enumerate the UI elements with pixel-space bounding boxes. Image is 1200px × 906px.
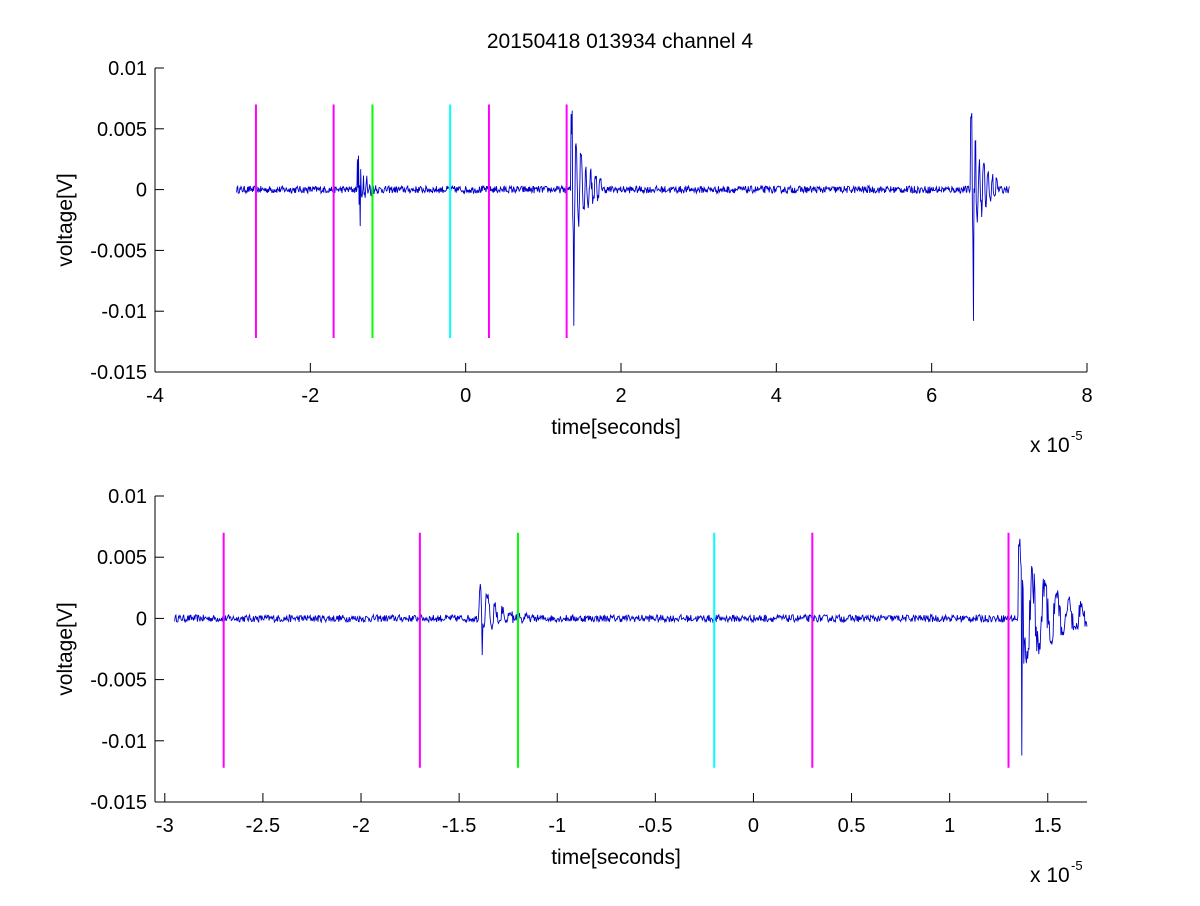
x-tick-label: -1.5 [442, 815, 476, 837]
x-tick-label: -1 [548, 815, 566, 837]
x-tick-label: -2 [352, 815, 370, 837]
x-multiplier-label: x 10 [1030, 864, 1070, 887]
x-tick-label: 8 [1081, 385, 1092, 407]
x-tick-label: -2.5 [246, 815, 280, 837]
series-line [174, 538, 1088, 756]
y-axis-label: voltage[V] [54, 173, 77, 266]
y-tick-label: -0.01 [101, 301, 147, 323]
figure-title: 20150418 013934 channel 4 [487, 30, 754, 53]
x-tick-label: 2 [615, 385, 626, 407]
y-tick-label: 0.005 [97, 119, 147, 141]
x-multiplier-exponent: -5 [1071, 858, 1083, 873]
x-tick-label: 0.5 [838, 815, 866, 837]
y-tick-label: -0.005 [90, 240, 147, 262]
x-tick-label: -2 [301, 385, 319, 407]
x-tick-label: 1 [944, 815, 955, 837]
y-tick-label: 0 [136, 180, 147, 202]
x-tick-label: 4 [771, 385, 782, 407]
y-tick-label: -0.015 [90, 792, 147, 814]
x-tick-label: -4 [146, 385, 164, 407]
y-axis-label: voltage[V] [54, 602, 77, 695]
x-multiplier-exponent: -5 [1071, 428, 1083, 443]
y-tick-label: -0.015 [90, 362, 147, 384]
x-tick-label: 0 [748, 815, 759, 837]
y-tick-label: 0.01 [108, 486, 147, 508]
x-multiplier-label: x 10 [1030, 434, 1070, 457]
x-tick-label: -0.5 [638, 815, 672, 837]
x-tick-label: 6 [926, 385, 937, 407]
x-axis-label: time[seconds] [551, 416, 681, 439]
y-tick-label: 0.005 [97, 547, 147, 569]
x-tick-label: 0 [460, 385, 471, 407]
y-tick-label: 0 [136, 608, 147, 630]
x-tick-label: 1.5 [1034, 815, 1062, 837]
x-axis-label: time[seconds] [551, 846, 681, 869]
top-axes: 0.01 0.005 0 -0.005 -0.01 -0.015-4 -2 0 2 4 6 8 time… [54, 58, 1093, 457]
y-tick-label: -0.01 [101, 731, 147, 753]
bottom-axes: 0.01 0.005 0 -0.005 -0.01 -0.015 -3 -2.5 -2 -1.5 -… [54, 486, 1088, 887]
series-line [236, 110, 1010, 326]
y-tick-label: 0.01 [108, 58, 147, 80]
y-tick-label: -0.005 [90, 670, 147, 692]
x-tick-label: -3 [156, 815, 174, 837]
